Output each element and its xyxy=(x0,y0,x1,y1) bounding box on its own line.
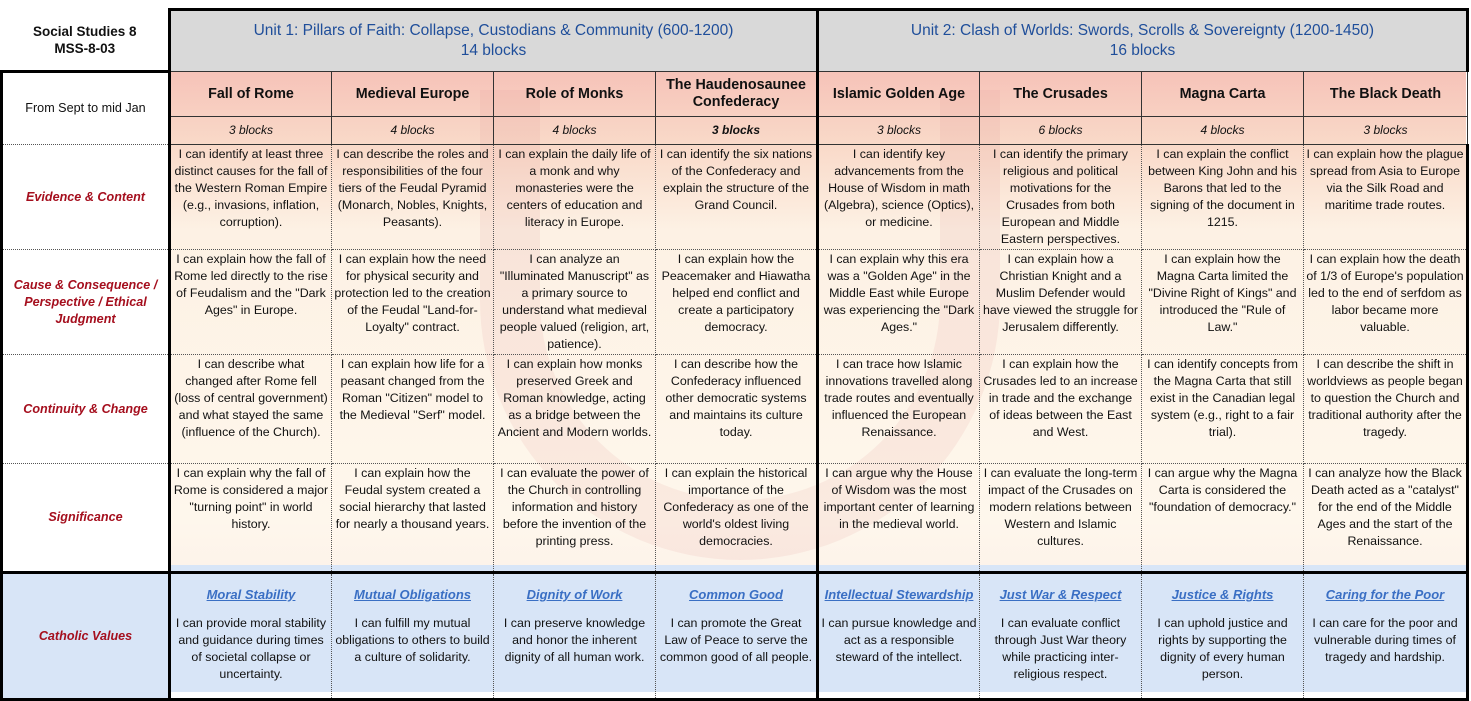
catholic-value-cell: Caring for the Poor I can care for the po… xyxy=(1303,571,1469,701)
outcome-cell: I can explain why the fall of Rome is co… xyxy=(169,463,332,573)
topic-header: Fall of Rome xyxy=(169,71,332,117)
row-label: Cause & Consequence / Perspective / Ethi… xyxy=(0,249,171,355)
catholic-values-row: Catholic Values Moral Stability I can prov… xyxy=(0,571,1469,701)
criteria-row: Continuity & Change I can describe what c… xyxy=(0,354,1469,464)
outcome-cell: I can argue why the Magna Carta is consi… xyxy=(1141,463,1304,573)
topic-blocks: 6 blocks xyxy=(979,116,1142,145)
topic-blocks: 3 blocks xyxy=(817,116,980,145)
topic-header: Islamic Golden Age xyxy=(817,71,980,117)
unit-1-header: Unit 1: Pillars of Faith: Collapse, Cust… xyxy=(168,8,819,72)
topic-blocks: 3 blocks xyxy=(1303,116,1468,145)
value-link[interactable]: Just War & Respect xyxy=(999,587,1122,602)
topic-header: The Haudenosaunee Confederacy xyxy=(655,71,819,117)
value-text: I can care for the poor and vulnerable d… xyxy=(1312,616,1458,664)
outcome-cell: I can trace how Islamic innovations trav… xyxy=(817,354,980,464)
value-link[interactable]: Moral Stability xyxy=(206,587,296,602)
value-text: I can fulfill my mutual obligations to o… xyxy=(335,616,490,664)
value-text: I can uphold justice and rights by suppo… xyxy=(1157,616,1288,681)
course-title: Social Studies 8 MSS-8-03 xyxy=(1,9,171,72)
course-code: MSS-8-03 xyxy=(54,40,116,56)
topic-header: The Crusades xyxy=(979,71,1142,117)
outcome-cell: I can explain why this era was a "Golden… xyxy=(817,249,980,355)
unit-title: Unit 2: Clash of Worlds: Swords, Scrolls… xyxy=(910,22,1375,39)
catholic-value-cell: Mutual Obligations I can fulfill my mutua… xyxy=(331,571,494,701)
outcome-cell: I can explain how monks preserved Greek … xyxy=(493,354,656,464)
row-label: Significance xyxy=(0,463,171,573)
outcome-cell: I can describe how the Confederacy influ… xyxy=(655,354,819,464)
outcome-cell: I can evaluate the power of the Church i… xyxy=(493,463,656,573)
topic-blocks: 3 blocks xyxy=(655,116,819,145)
criteria-row: Significance I can explain why the fall o… xyxy=(0,463,1469,573)
course-name: Social Studies 8 xyxy=(32,23,137,39)
catholic-value-cell: Intellectual Stewardship I can pursue kno… xyxy=(817,571,980,701)
value-text: I can promote the Great Law of Peace to … xyxy=(659,616,813,664)
outcome-cell: I can explain how the need for physical … xyxy=(331,249,494,355)
topic-blocks: 4 blocks xyxy=(493,116,656,145)
outcome-cell: I can explain how life for a peasant cha… xyxy=(331,354,494,464)
value-text: I can pursue knowledge and act as a resp… xyxy=(821,616,977,664)
value-text: I can preserve knowledge and honor the i… xyxy=(503,616,646,664)
outcome-cell: I can analyze an "Illuminated Manuscript… xyxy=(493,249,656,355)
outcome-cell: I can explain the historical importance … xyxy=(655,463,819,573)
row-label: Catholic Values xyxy=(0,571,171,701)
outcome-cell: I can explain how the fall of Rome led d… xyxy=(169,249,332,355)
topic-blocks: 4 blocks xyxy=(1141,116,1304,145)
catholic-value-cell: Justice & Rights I can uphold justice and… xyxy=(1141,571,1304,701)
value-text: I can evaluate conflict through Just War… xyxy=(994,616,1127,681)
timeframe: From Sept to mid Jan xyxy=(0,70,171,145)
row-label: Evidence & Content xyxy=(0,144,171,250)
outcome-cell: I can identify key advancements from the… xyxy=(817,144,980,250)
unit-blocks: 14 blocks xyxy=(460,42,527,59)
outcome-cell: I can evaluate the long-term impact of t… xyxy=(979,463,1142,573)
criteria-row: Evidence & Content I can identify at leas… xyxy=(0,144,1469,250)
value-text: I can provide moral stability and guidan… xyxy=(175,616,327,681)
unit-2-header: Unit 2: Clash of Worlds: Swords, Scrolls… xyxy=(816,8,1469,72)
criteria-row: Cause & Consequence / Perspective / Ethi… xyxy=(0,249,1469,355)
outcome-cell: I can identify at least three distinct c… xyxy=(169,144,332,250)
catholic-value-cell: Just War & Respect I can evaluate conflic… xyxy=(979,571,1142,701)
outcome-cell: I can explain how the Peacemaker and Hia… xyxy=(655,249,819,355)
value-link[interactable]: Common Good xyxy=(689,587,783,602)
catholic-value-cell: Dignity of Work I can preserve knowledge … xyxy=(493,571,656,701)
value-link[interactable]: Dignity of Work xyxy=(526,587,623,602)
unit-title: Unit 1: Pillars of Faith: Collapse, Cust… xyxy=(253,22,734,39)
value-link[interactable]: Intellectual Stewardship xyxy=(824,587,974,602)
value-link[interactable]: Mutual Obligations xyxy=(354,587,471,602)
outcome-cell: I can explain how a Christian Knight and… xyxy=(979,249,1142,355)
topic-header: The Black Death xyxy=(1303,71,1468,117)
outcome-cell: I can analyze how the Black Death acted … xyxy=(1303,463,1469,573)
topic-header: Role of Monks xyxy=(493,71,656,117)
catholic-value-cell: Common Good I can promote the Great Law o… xyxy=(655,571,819,701)
outcome-cell: I can describe what changed after Rome f… xyxy=(169,354,332,464)
unit-blocks: 16 blocks xyxy=(1109,42,1176,59)
row-label: Continuity & Change xyxy=(0,354,171,464)
topic-header: Magna Carta xyxy=(1141,71,1304,117)
outcome-cell: I can describe the roles and responsibil… xyxy=(331,144,494,250)
outcome-cell: I can explain how the Feudal system crea… xyxy=(331,463,494,573)
value-link[interactable]: Caring for the Poor xyxy=(1325,587,1445,602)
catholic-value-cell: Moral Stability I can provide moral stabi… xyxy=(169,571,332,701)
outcome-cell: I can explain how the Magna Carta limite… xyxy=(1141,249,1304,355)
outcome-cell: I can identify concepts from the Magna C… xyxy=(1141,354,1304,464)
outcome-cell: I can explain the conflict between King … xyxy=(1141,144,1304,250)
value-link[interactable]: Justice & Rights xyxy=(1171,587,1274,602)
topic-blocks: 3 blocks xyxy=(169,116,332,145)
outcome-cell: I can explain the daily life of a monk a… xyxy=(493,144,656,250)
outcome-cell: I can explain how the death of 1/3 of Eu… xyxy=(1303,249,1469,355)
outcome-cell: I can identify the primary religious and… xyxy=(979,144,1142,250)
outcome-cell: I can explain how the Crusades led to an… xyxy=(979,354,1142,464)
topic-blocks: 4 blocks xyxy=(331,116,494,145)
outcome-cell: I can identify the six nations of the Co… xyxy=(655,144,819,250)
topic-header: Medieval Europe xyxy=(331,71,494,117)
curriculum-table: Social Studies 8 MSS-8-03 Unit 1: Pillars… xyxy=(0,8,1469,701)
outcome-cell: I can describe the shift in worldviews a… xyxy=(1303,354,1469,464)
outcome-cell: I can argue why the House of Wisdom was … xyxy=(817,463,980,573)
outcome-cell: I can explain how the plague spread from… xyxy=(1303,144,1469,250)
